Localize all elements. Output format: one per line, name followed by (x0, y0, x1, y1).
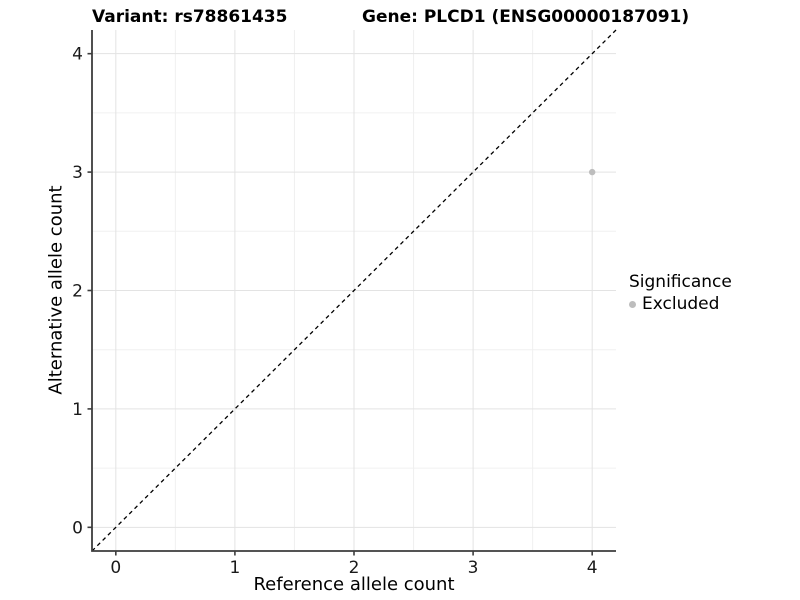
legend: Significance Excluded (629, 272, 732, 314)
plot-title-gene: Gene: PLCD1 (ENSG00000187091) (362, 7, 690, 27)
identity-reference-line (91, 29, 617, 552)
legend-item-excluded: Excluded (629, 294, 732, 314)
y-tick-label: 2 (72, 282, 83, 302)
x-tick-label: 2 (349, 558, 360, 578)
y-tick-label: 3 (72, 163, 83, 183)
y-tick-label: 1 (72, 400, 83, 420)
y-tick-label: 4 (72, 45, 83, 65)
x-tick-label: 1 (229, 558, 240, 578)
data-point (588, 168, 596, 176)
y-tick-label: 0 (72, 518, 83, 538)
axis-lines (91, 30, 616, 552)
x-tick-label: 3 (468, 558, 479, 578)
plot-title-variant: Variant: rs78861435 (92, 7, 288, 27)
y-axis-title: Alternative allele count (45, 185, 67, 395)
x-axis-title: Reference allele count (253, 574, 455, 595)
excluded-dot-icon (629, 300, 636, 308)
legend-item-label: Excluded (642, 294, 720, 314)
x-tick-label: 0 (110, 558, 121, 578)
legend-title: Significance (629, 272, 732, 292)
x-tick-label: 4 (587, 558, 598, 578)
